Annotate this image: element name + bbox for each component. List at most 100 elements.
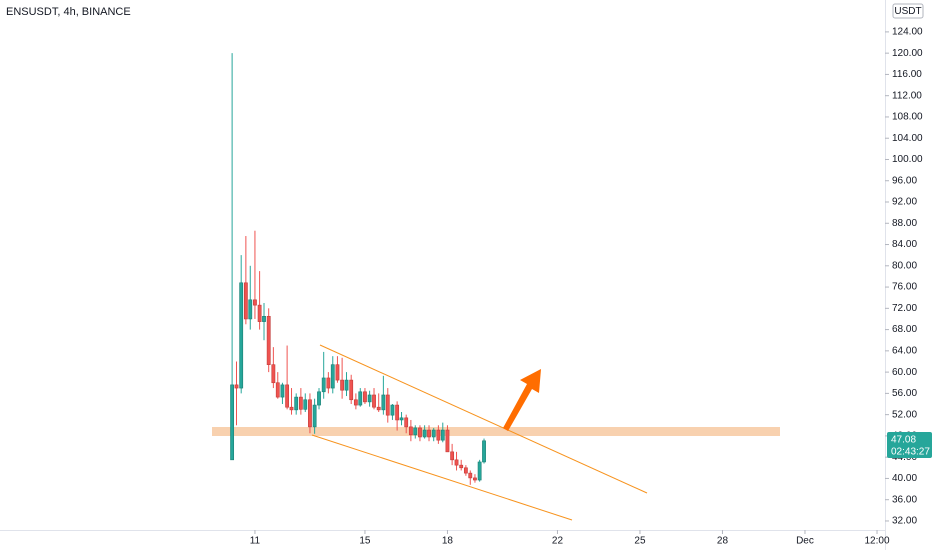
y-tick-label: 40.00 <box>892 473 917 484</box>
x-tick-label: 25 <box>634 536 646 547</box>
candle-body <box>275 382 280 398</box>
y-tick-label: 92.00 <box>892 197 917 208</box>
candle-body <box>257 304 262 322</box>
candle-body <box>248 299 253 320</box>
candle-body <box>358 391 363 406</box>
candle-body <box>413 427 418 436</box>
x-tick-label: 11 <box>250 536 261 547</box>
y-tick-label: 80.00 <box>892 260 917 271</box>
chart-title: ENSUSDT, 4h, BINANCE <box>6 6 131 18</box>
candle-body <box>463 467 468 474</box>
candle-body <box>404 417 409 428</box>
last-price-box <box>887 432 932 458</box>
candle-body <box>285 384 290 408</box>
candle-body <box>454 459 459 466</box>
candle-body <box>253 299 257 306</box>
candle-body <box>349 379 354 401</box>
candle-body <box>436 429 441 441</box>
candle-body <box>381 394 386 411</box>
candle-body <box>262 315 266 322</box>
y-tick-label: 56.00 <box>892 388 917 399</box>
y-tick-label: 36.00 <box>892 494 917 505</box>
candle-body <box>372 394 376 408</box>
y-tick-label: 88.00 <box>892 218 917 229</box>
candle-body <box>473 477 477 481</box>
candle-body <box>317 391 321 406</box>
candle-body <box>271 364 276 384</box>
candle-body <box>418 427 422 438</box>
candle-body <box>422 429 427 438</box>
last-price: 47.08 <box>891 435 916 446</box>
upper-trendline <box>319 344 648 494</box>
y-tick-label: 96.00 <box>892 175 917 186</box>
candle-body <box>294 396 299 411</box>
candle-body <box>450 451 455 461</box>
y-tick-label: 76.00 <box>892 282 917 293</box>
candle-body <box>482 440 486 463</box>
candle-body <box>445 429 450 453</box>
y-tick-label: 64.00 <box>892 345 917 356</box>
y-tick-label: 60.00 <box>892 367 917 378</box>
candle-body <box>340 379 345 391</box>
candle-body <box>321 377 326 393</box>
candle-body <box>312 404 317 428</box>
plot <box>212 53 780 521</box>
candle-body <box>353 399 358 406</box>
support-zone <box>212 427 780 436</box>
x-tick-label: 15 <box>359 536 371 547</box>
candle-body <box>280 384 285 398</box>
candle-body <box>344 379 349 391</box>
y-tick-label: 112.00 <box>892 90 922 101</box>
candle-body <box>468 472 473 479</box>
y-tick-label: 100.00 <box>892 154 923 165</box>
y-tick-label: 116.00 <box>892 69 922 80</box>
candle-body <box>243 282 248 320</box>
candle-body <box>395 404 400 421</box>
candle-body <box>239 282 244 389</box>
countdown: 02:43:27 <box>891 447 930 458</box>
breakout-arrow <box>503 369 541 431</box>
y-tick-label: 104.00 <box>892 133 923 144</box>
candle-body <box>440 429 445 441</box>
x-tick-label: 22 <box>552 536 564 547</box>
candle-body <box>431 429 436 438</box>
y-tick-label: 52.00 <box>892 409 917 420</box>
candle-body <box>363 391 367 403</box>
axes: 32.0036.0040.0044.0048.0052.0056.0060.00… <box>250 27 923 547</box>
y-tick-label: 120.00 <box>892 48 923 59</box>
candle-body <box>376 406 381 411</box>
candle-body <box>308 399 312 428</box>
candle-body <box>385 394 390 416</box>
x-tick-label: 28 <box>717 536 729 547</box>
candle-body <box>390 404 395 416</box>
x-tick-label: 12:00 <box>865 536 890 547</box>
currency[interactable]: USDT <box>894 6 921 17</box>
candle-body <box>326 377 331 389</box>
candle-body <box>408 426 413 436</box>
y-tick-label: 84.00 <box>892 239 917 250</box>
x-tick-label: Dec <box>796 536 814 547</box>
candle-body <box>367 394 372 403</box>
y-tick-label: 72.00 <box>892 303 917 314</box>
candle-body <box>266 315 271 365</box>
currency-box[interactable] <box>892 3 924 19</box>
lower-trendline <box>311 434 573 521</box>
candle-body <box>303 399 308 410</box>
candle-body <box>399 417 404 421</box>
candle-body <box>298 396 303 410</box>
y-tick-label: 108.00 <box>892 112 923 123</box>
candle-body <box>234 384 239 389</box>
candle-body <box>330 364 335 389</box>
candle-body <box>477 461 482 481</box>
candle-body <box>289 406 294 411</box>
y-tick-label: 68.00 <box>892 324 917 335</box>
y-tick-label: 124.00 <box>892 27 923 38</box>
candle-body <box>459 464 464 469</box>
candle-body <box>230 384 235 461</box>
candle-body <box>335 364 340 381</box>
y-tick-label: 32.00 <box>892 516 917 527</box>
candle-body <box>427 429 431 438</box>
x-tick-label: 18 <box>442 536 454 547</box>
